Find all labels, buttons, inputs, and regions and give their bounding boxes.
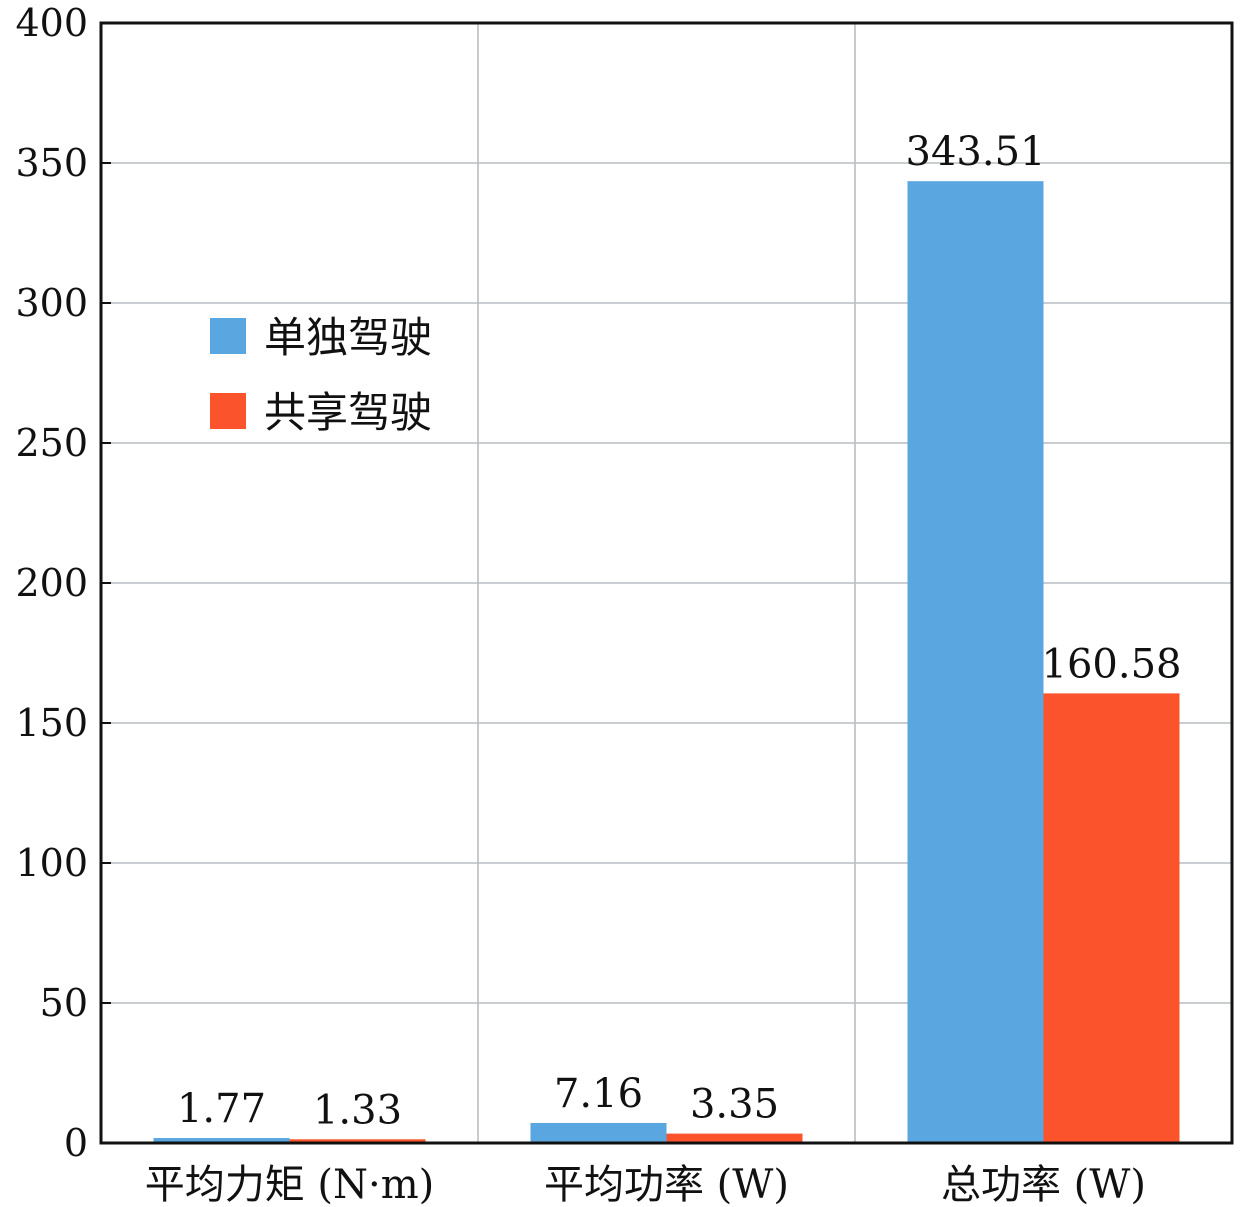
legend-swatch-solo — [210, 318, 246, 354]
data-label: 160.58 — [1042, 641, 1182, 687]
data-label: 3.35 — [690, 1082, 779, 1128]
category-label: 平均功率 (W) — [544, 1162, 789, 1207]
y-tick-label: 150 — [15, 701, 88, 745]
data-labels: 1.77 1.33 7.16 3.35 343.51 160.58 — [177, 129, 1182, 1133]
y-tick-label: 100 — [15, 841, 88, 885]
bar-shared-2 — [1043, 693, 1180, 1143]
y-axis-ticks: 0 50 100 150 200 250 300 350 400 — [15, 1, 111, 1165]
data-label: 7.16 — [554, 1071, 643, 1117]
legend-label-solo: 单独驾驶 — [264, 313, 432, 362]
legend-swatch-shared — [210, 393, 246, 429]
category-label: 总功率 (W) — [941, 1162, 1146, 1207]
y-tick-label: 0 — [64, 1121, 88, 1165]
y-tick-label: 300 — [15, 281, 88, 325]
bars — [153, 181, 1180, 1143]
x-axis-categories: 平均力矩 (N·m) 平均功率 (W) 总功率 (W) — [145, 1162, 1146, 1207]
bar-shared-1 — [666, 1133, 803, 1143]
y-tick-label: 350 — [15, 141, 88, 185]
legend-label-shared: 共享驾驶 — [264, 388, 432, 437]
y-tick-label: 200 — [15, 561, 88, 605]
bar-solo-2 — [907, 181, 1044, 1143]
y-tick-label: 400 — [15, 1, 88, 45]
y-tick-label: 50 — [40, 981, 88, 1025]
category-label: 平均力矩 (N·m) — [145, 1162, 435, 1207]
data-label: 1.33 — [313, 1087, 402, 1133]
bar-solo-1 — [530, 1122, 667, 1143]
y-tick-label: 250 — [15, 421, 88, 465]
bar-solo-0 — [153, 1138, 290, 1143]
grid — [101, 23, 1232, 1143]
data-label: 1.77 — [177, 1086, 266, 1132]
bar-shared-0 — [289, 1139, 426, 1143]
data-label: 343.51 — [906, 129, 1046, 175]
